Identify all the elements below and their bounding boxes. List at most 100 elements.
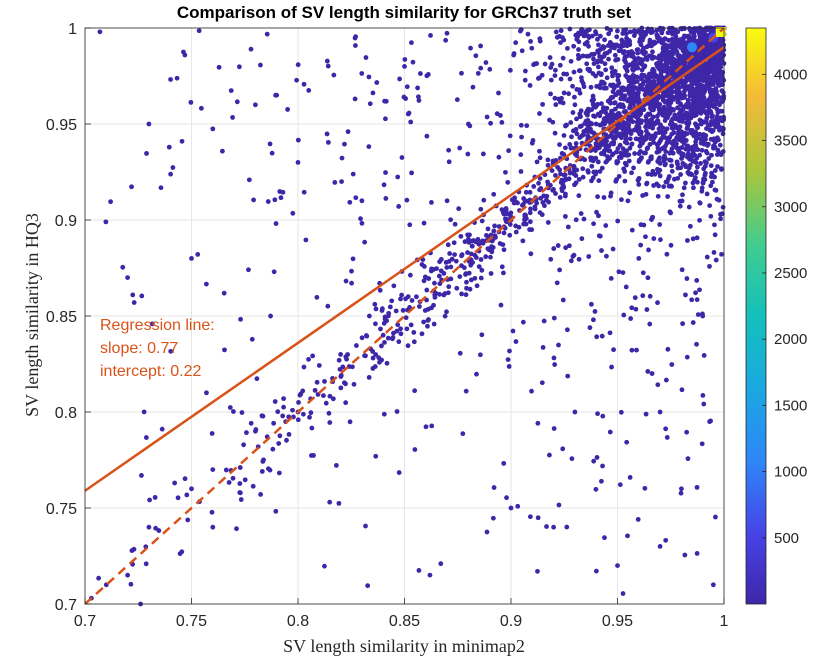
scatter-point (605, 154, 610, 160)
scatter-point (465, 250, 470, 255)
scatter-point (324, 58, 330, 64)
scatter-point (168, 171, 174, 177)
scatter-point (648, 154, 654, 160)
scatter-point (449, 256, 455, 262)
scatter-points (88, 25, 727, 607)
scatter-point (491, 485, 497, 490)
scatter-point (615, 28, 620, 34)
scatter-point (692, 105, 698, 111)
scatter-point (711, 143, 716, 149)
scatter-point (720, 204, 726, 210)
scatter-point (627, 41, 633, 47)
scatter-point (143, 435, 149, 440)
scatter-point (659, 30, 665, 36)
scatter-point (711, 250, 717, 255)
scatter-point (273, 508, 279, 514)
scatter-point (238, 316, 243, 322)
scatter-point (691, 146, 697, 152)
scatter-point (623, 137, 629, 142)
scatter-point (654, 28, 660, 33)
scatter-point (719, 88, 725, 94)
scatter-point (395, 322, 401, 328)
scatter-point (385, 335, 391, 341)
scatter-point (535, 420, 541, 426)
scatter-point (521, 221, 527, 227)
scatter-point (638, 42, 644, 48)
scatter-point (685, 170, 691, 176)
scatter-point (416, 304, 422, 309)
scatter-point (659, 78, 664, 83)
scatter-point (549, 168, 555, 174)
scatter-point (580, 53, 586, 59)
scatter-point (580, 174, 586, 180)
scatter-point (638, 242, 644, 248)
scatter-point (248, 420, 254, 426)
scatter-point (223, 467, 229, 473)
scatter-point (708, 93, 714, 99)
scatter-point (425, 323, 430, 329)
scatter-point (700, 133, 706, 139)
scatter-point (272, 197, 278, 203)
scatter-point (276, 470, 282, 476)
scatter-point (575, 52, 581, 58)
scatter-point (703, 99, 708, 105)
scatter-point (675, 105, 680, 111)
scatter-point (244, 430, 249, 436)
scatter-point (603, 135, 609, 141)
scatter-point (617, 132, 622, 138)
scatter-point (719, 125, 725, 131)
scatter-point (478, 275, 484, 281)
scatter-point (592, 114, 598, 119)
scatter-point (679, 486, 684, 492)
scatter-point (129, 548, 135, 553)
scatter-point (702, 76, 708, 82)
scatter-point (620, 146, 626, 152)
scatter-point (373, 321, 378, 327)
colorbar-tick-label: 500 (774, 530, 799, 547)
scatter-point (657, 409, 663, 415)
scatter-point (273, 221, 279, 226)
scatter-point (615, 146, 621, 151)
scatter-point (427, 572, 433, 578)
scatter-point (540, 101, 546, 107)
scatter-point (621, 40, 627, 45)
scatter-point (377, 287, 383, 293)
scatter-point (684, 126, 690, 131)
scatter-point (625, 533, 630, 539)
scatter-point (657, 73, 663, 79)
scatter-point (416, 94, 421, 100)
scatter-point (537, 155, 543, 161)
scatter-point (638, 120, 644, 125)
scatter-point (658, 137, 664, 143)
scatter-point (651, 55, 657, 60)
scatter-point (463, 272, 468, 277)
scatter-point (592, 309, 598, 314)
scatter-point (310, 353, 316, 359)
scatter-point (277, 189, 283, 194)
scatter-point (657, 222, 663, 227)
scatter-point (699, 188, 705, 194)
scatter-point (684, 77, 690, 83)
scatter-point (645, 83, 651, 89)
scatter-point (691, 86, 696, 92)
scatter-point (246, 177, 252, 183)
annotation-line-2: slope: 0.77 (100, 340, 178, 357)
scatter-point (655, 100, 661, 106)
scatter-point (558, 171, 563, 177)
scatter-point (591, 61, 597, 67)
scatter-point (325, 63, 331, 69)
scatter-point (175, 495, 181, 501)
scatter-point (569, 145, 575, 151)
scatter-point (669, 168, 675, 174)
scatter-point (465, 151, 471, 157)
scatter-point (362, 353, 367, 359)
scatter-point (690, 236, 696, 242)
scatter-point (545, 162, 551, 168)
scatter-point (655, 159, 661, 164)
scatter-point (608, 83, 614, 89)
scatter-point (691, 158, 697, 164)
scatter-point (230, 475, 236, 481)
scatter-point (624, 162, 629, 168)
scatter-point (697, 55, 703, 61)
y-tick-label: 0.9 (55, 213, 77, 230)
